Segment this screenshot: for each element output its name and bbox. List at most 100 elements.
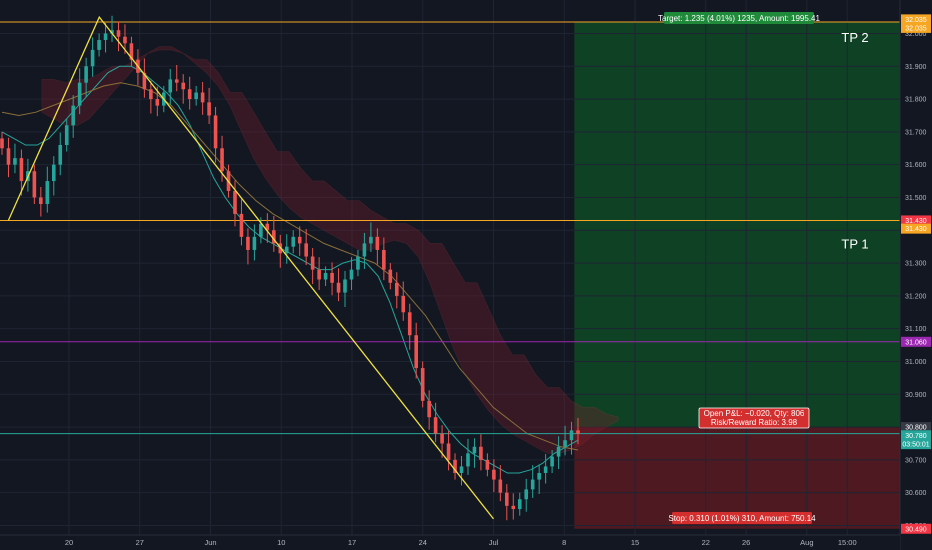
tag-32035-top-text: 32.035: [905, 17, 927, 24]
y-axis-panel: [900, 0, 932, 550]
candle-body: [284, 246, 289, 254]
candle-body: [64, 125, 69, 145]
candle-body: [84, 66, 88, 83]
candle-body: [207, 102, 211, 116]
candle-body: [291, 236, 296, 247]
y-tick-label: 30.600: [905, 490, 927, 497]
candle-body: [343, 279, 347, 293]
candle-body: [32, 171, 37, 198]
tag-31430-top: [901, 215, 931, 226]
candle-body: [369, 236, 373, 244]
tag-30780: [901, 430, 931, 441]
x-tick-label: 15: [631, 538, 639, 547]
stop-text: Stop: 0.310 (1.01%) 310, Amount: 750.14: [668, 514, 816, 523]
candle-body: [453, 459, 457, 473]
y-tick-label: 30.700: [905, 457, 927, 464]
candle-body: [45, 181, 50, 205]
candle-body: [317, 269, 321, 280]
candle-body: [187, 89, 192, 100]
pnl-box: [698, 407, 810, 429]
candle-body: [123, 36, 127, 44]
candle-body: [200, 92, 205, 103]
candle-body: [485, 459, 490, 470]
candle-body: [427, 400, 431, 418]
tag-30800: [901, 422, 931, 433]
sma-slow-line: [1, 82, 579, 451]
pnl-text: Open P&L: −0.020, Qty: 806: [704, 409, 805, 418]
candle-body: [103, 33, 108, 41]
x-tick-label: 20: [65, 538, 73, 547]
candle-body: [297, 236, 302, 244]
candle-body: [19, 158, 24, 182]
x-tick-label: 8: [562, 538, 566, 547]
candle-body: [556, 446, 561, 457]
candle-body: [181, 82, 186, 90]
x-tick-label: 22: [702, 538, 710, 547]
tag-30780-text: 30.780: [905, 433, 927, 440]
y-tick-label: 31.600: [905, 162, 927, 169]
x-tick-label: 10: [277, 538, 285, 547]
x-tick-label: 27: [136, 538, 144, 547]
candle-body: [362, 243, 367, 257]
candle-body: [511, 505, 516, 510]
candle-body: [492, 469, 496, 480]
candle-body: [323, 272, 328, 280]
candle-body: [168, 79, 173, 93]
candle-body: [142, 72, 147, 90]
tag-countdown: [901, 439, 931, 450]
candle-body: [13, 158, 17, 165]
x-tick-label: 26: [742, 538, 750, 547]
x-tick-label: Aug: [800, 538, 813, 547]
candle-body: [259, 223, 263, 237]
candle-body: [459, 466, 464, 473]
tp2-label: TP 2: [841, 30, 868, 45]
candle-body: [336, 282, 341, 293]
tp1-label: TP 1: [841, 236, 868, 251]
candle-body: [330, 272, 334, 283]
candle-body: [530, 479, 535, 490]
candle-body: [310, 256, 315, 270]
candle-body: [472, 446, 477, 454]
candle-body: [155, 99, 160, 106]
candle-body: [401, 295, 406, 313]
tag-32035-bottom-text: 32.035: [905, 25, 927, 32]
tag-32035-bottom: [901, 22, 931, 33]
candle-body: [6, 148, 11, 165]
candle-body: [0, 138, 4, 149]
stop-zone: [574, 427, 900, 529]
candle-body: [479, 446, 483, 460]
tag-31060-text: 31.060: [905, 339, 927, 346]
tag-31430-top-text: 31.430: [905, 218, 927, 225]
y-tick-label: 31.300: [905, 261, 927, 268]
candle-body: [550, 456, 554, 467]
target-box: [664, 12, 814, 24]
y-tick-label: 31.800: [905, 97, 927, 104]
candle-body: [129, 43, 134, 60]
tag-30800-text: 30.800: [905, 425, 927, 432]
candle-body: [77, 82, 82, 106]
candle-body: [149, 89, 153, 100]
candle-body: [39, 197, 43, 205]
ichimoku-cloud: [41, 46, 619, 454]
tag-30490-text: 30.490: [905, 526, 927, 533]
candle-body: [407, 312, 412, 336]
tag-31430-bottom-text: 31.430: [905, 226, 927, 233]
x-axis-panel: [0, 535, 900, 550]
tag-31430-bottom: [901, 223, 931, 234]
candle-body: [394, 282, 399, 296]
x-tick-label: Jun: [204, 538, 216, 547]
rr-text: Risk/Reward Ratio: 3.98: [711, 418, 798, 427]
candle-body: [563, 440, 567, 447]
x-tick-label: 24: [419, 538, 427, 547]
candle-body: [272, 230, 276, 244]
candle-body: [440, 433, 444, 444]
candle-body: [51, 164, 56, 182]
candle-body: [71, 105, 75, 126]
target-text: Target: 1.235 (4.01%) 1235, Amount: 1995…: [658, 14, 820, 23]
candle-body: [110, 30, 114, 34]
candle-body: [213, 115, 218, 149]
target-zone: [574, 22, 900, 428]
candle-body: [388, 269, 393, 283]
